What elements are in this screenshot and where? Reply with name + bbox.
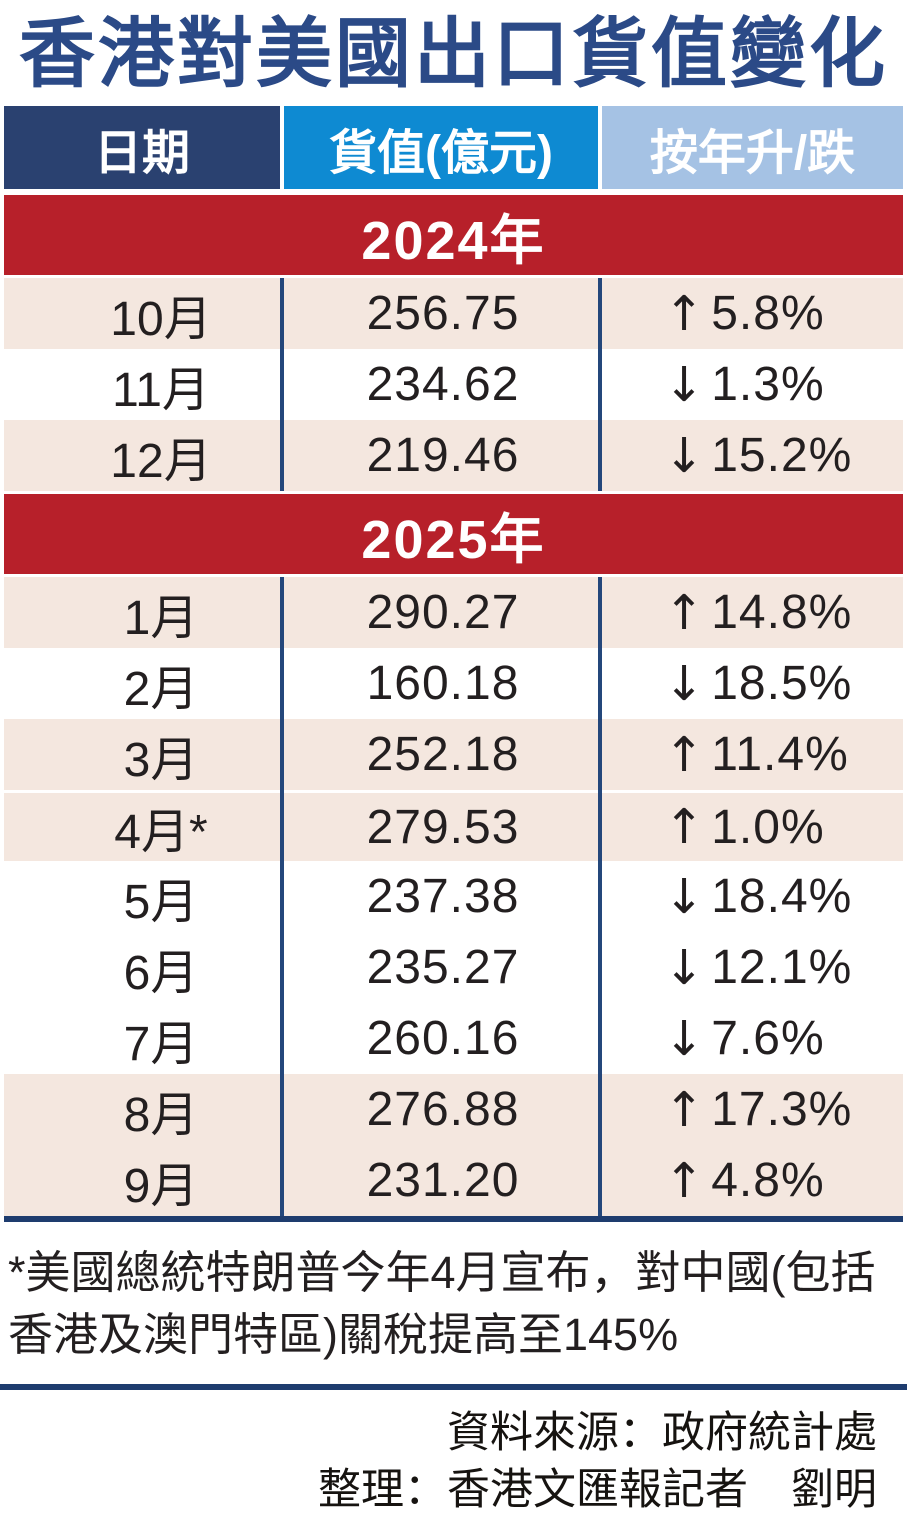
column-divider-right [598,192,602,1217]
month-cell: 1月 [123,591,199,645]
month-cell: 12月 [110,434,212,488]
value-cell: 252.18 [366,728,520,782]
change-cell: ↓ 18.4% [602,861,903,932]
change-label: 12.1% [711,941,853,995]
column-header-value: 貨值(億元) [284,106,598,190]
table-body: 2024年 10月 256.75 ↑ 5.8% 11月 234.62 ↓ 1.3% 12月 219.… [4,192,903,1223]
change-cell: ↑ 5.8% [602,278,903,349]
table-row: 7月 260.16 ↓ 7.6% [4,1003,903,1074]
down-arrow-icon: ↓ [664,868,705,925]
year-banner: 2025年 [4,491,903,578]
column-divider-left [280,192,284,1217]
change-cell: ↑ 4.8% [602,1145,903,1216]
compiled-by-line: 整理：香港文匯報記者 劉明 [318,1467,877,1515]
value-cell: 260.16 [366,1012,520,1066]
column-header-date: 日期 [4,106,280,190]
page-title: 香港對美國出口貨值變化 [19,12,888,97]
table-row: 4月* 279.53 ↑ 1.0% [4,790,903,862]
table-row: 12月 219.46 ↓ 15.2% [4,420,903,492]
table-row: 2月 160.18 ↓ 18.5% [4,648,903,719]
change-cell: ↑ 11.4% [602,719,903,790]
change-cell: ↑ 14.8% [602,577,903,648]
change-label: 18.4% [711,870,853,924]
month-cell: 8月 [123,1088,199,1142]
down-arrow-icon: ↓ [664,655,705,712]
month-cell: 3月 [123,733,199,787]
table-row: 1月 290.27 ↑ 14.8% [4,577,903,649]
change-label: 15.2% [711,429,853,483]
month-cell: 5月 [123,875,199,929]
horizontal-rule [0,1384,907,1391]
table-row: 8月 276.88 ↑ 17.3% [4,1074,903,1146]
change-label: 1.3% [711,358,825,412]
table-row: 5月 237.38 ↓ 18.4% [4,861,903,932]
column-header-change: 按年升/跌 [602,106,903,190]
table-header: 日期 貨值(億元) 按年升/跌 [4,106,903,190]
change-cell: ↑ 17.3% [602,1074,903,1145]
down-arrow-icon: ↓ [664,939,705,996]
table-row: 6月 235.27 ↓ 12.1% [4,932,903,1003]
month-cell: 11月 [112,363,210,417]
month-cell: 10月 [110,292,212,346]
change-cell: ↓ 12.1% [602,932,903,1003]
month-cell: 7月 [123,1017,199,1071]
up-arrow-icon: ↑ [664,799,705,856]
value-cell: 231.20 [366,1154,520,1208]
value-cell: 256.75 [366,287,520,341]
table-row: 10月 256.75 ↑ 5.8% [4,278,903,350]
down-arrow-icon: ↓ [664,356,705,413]
value-cell: 160.18 [366,657,520,711]
change-cell: ↓ 18.5% [602,648,903,719]
change-label: 17.3% [711,1083,853,1137]
value-cell: 276.88 [366,1083,520,1137]
up-arrow-icon: ↑ [664,584,705,641]
change-cell: ↓ 7.6% [602,1003,903,1074]
change-label: 18.5% [711,657,853,711]
value-cell: 235.27 [366,941,520,995]
change-label: 1.0% [711,800,825,854]
change-label: 7.6% [711,1012,825,1066]
change-cell: ↑ 1.0% [602,793,903,861]
change-label: 4.8% [711,1154,825,1208]
month-cell: 6月 [123,946,199,1000]
up-arrow-icon: ↑ [664,285,705,342]
table-row: 9月 231.20 ↑ 4.8% [4,1145,903,1217]
table-row: 3月 252.18 ↑ 11.4% [4,719,903,791]
down-arrow-icon: ↓ [664,427,705,484]
value-cell: 237.38 [366,870,520,924]
year-banner: 2024年 [4,192,903,279]
change-cell: ↓ 1.3% [602,349,903,420]
footnote: *美國總統特朗普今年4月宣布，對中國(包括香港及澳門特區)關稅提高至145% [8,1247,876,1361]
change-cell: ↓ 15.2% [602,420,903,491]
month-cell: 9月 [123,1159,199,1213]
value-cell: 279.53 [366,800,520,854]
value-cell: 219.46 [366,429,520,483]
up-arrow-icon: ↑ [664,1152,705,1209]
month-cell: 2月 [123,662,199,716]
value-cell: 234.62 [366,358,520,412]
credits: 資料來源：政府統計處 整理：香港文匯報記者 劉明 [4,1406,903,1520]
change-label: 5.8% [711,287,825,341]
source-line: 資料來源：政府統計處 [447,1410,877,1458]
up-arrow-icon: ↑ [664,726,705,783]
table-row: 11月 234.62 ↓ 1.3% [4,349,903,420]
month-cell: 4月* [114,806,208,860]
change-label: 14.8% [711,586,853,640]
up-arrow-icon: ↑ [664,1081,705,1138]
value-cell: 290.27 [366,586,520,640]
down-arrow-icon: ↓ [664,1010,705,1067]
change-label: 11.4% [711,728,849,782]
